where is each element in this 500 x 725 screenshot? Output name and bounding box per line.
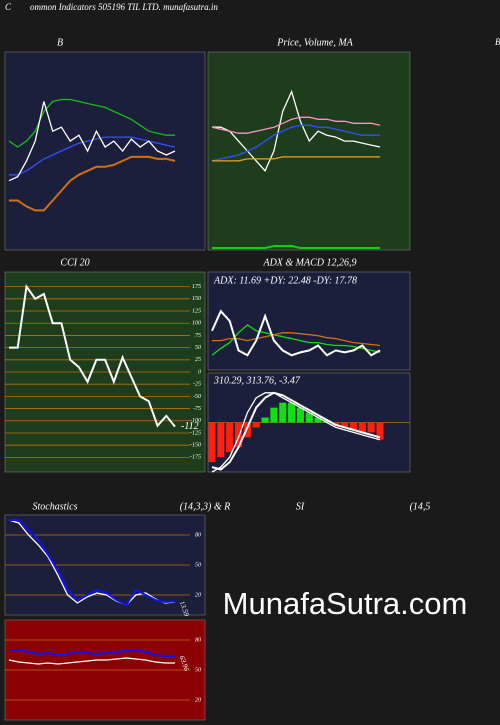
histogram-bar xyxy=(332,422,340,425)
histogram-bar xyxy=(367,422,375,433)
histogram-bar xyxy=(243,422,251,438)
series-line xyxy=(211,309,381,357)
series-line xyxy=(8,98,175,148)
edge-label: C xyxy=(5,2,12,12)
chart-title: SI xyxy=(296,501,305,512)
chart-subtitle: ADX: 11.69 +DY: 22.48 -DY: 17.78 xyxy=(213,275,357,286)
y-tick-label: 100 xyxy=(192,321,201,327)
series-line xyxy=(211,324,381,356)
histogram-bar xyxy=(288,402,296,423)
chart-subtitle: 310.29, 313.76, -3.47 xyxy=(213,375,301,386)
histogram-bar xyxy=(376,422,384,440)
y-tick-label: 50 xyxy=(195,667,201,673)
series-line xyxy=(212,332,381,347)
chart-title: CCI 20 xyxy=(60,257,89,268)
y-tick-label: -100 xyxy=(190,418,201,424)
chart-title: ADX & MACD 12,26,9 xyxy=(262,257,356,268)
y-tick-label: 20 xyxy=(195,697,201,703)
y-tick-label: 150 xyxy=(192,296,201,302)
series-line xyxy=(9,155,176,212)
y-tick-label: 80 xyxy=(195,532,201,538)
series-line xyxy=(212,89,381,172)
series-line xyxy=(212,245,380,249)
y-tick-label: 25 xyxy=(195,357,201,363)
histogram-bar xyxy=(314,417,322,423)
chart-title: Stochastics xyxy=(33,501,78,512)
histogram-bar xyxy=(296,407,304,423)
y-tick-label: -50 xyxy=(193,394,201,400)
y-tick-label: -25 xyxy=(193,382,201,388)
series-line xyxy=(9,519,176,607)
panel xyxy=(4,51,206,251)
histogram-bar xyxy=(261,417,269,423)
series-line xyxy=(9,648,175,657)
y-tick-label: -75 xyxy=(193,406,201,412)
histogram-bar xyxy=(341,422,349,428)
y-tick-label: 50 xyxy=(195,345,201,351)
y-tick-label: 0 xyxy=(198,369,201,375)
chart-title: B xyxy=(57,37,63,48)
y-tick-label: 75 xyxy=(195,333,201,339)
chart-title: Price, Volume, MA xyxy=(276,37,353,48)
series-line xyxy=(211,391,381,471)
y-tick-label: 125 xyxy=(192,308,201,314)
histogram-bar xyxy=(270,407,278,423)
series-line xyxy=(9,283,176,428)
series-line xyxy=(8,657,175,665)
y-tick-label: -175 xyxy=(190,455,201,461)
y-tick-label: 20 xyxy=(195,592,201,598)
edge-label: B xyxy=(495,37,500,47)
series-line xyxy=(211,392,381,473)
y-tick-label: 80 xyxy=(195,637,201,643)
panel xyxy=(207,271,411,371)
histogram-bar xyxy=(208,422,216,463)
series-line xyxy=(8,101,176,182)
y-tick-label: 50 xyxy=(195,562,201,568)
series-line xyxy=(211,116,381,134)
series-line xyxy=(212,156,380,162)
panel xyxy=(207,51,411,251)
series-line xyxy=(8,519,176,606)
value-label: -112 xyxy=(181,421,199,432)
histogram-bar xyxy=(217,422,225,458)
y-tick-label: -150 xyxy=(190,443,201,449)
histogram-bar xyxy=(358,422,366,433)
y-tick-label: 175 xyxy=(192,284,201,290)
watermark: MunafaSutra.com xyxy=(223,586,468,621)
histogram-bar xyxy=(252,422,260,428)
y-tick-label: -125 xyxy=(190,430,201,436)
chart-subtitle: (14,5 xyxy=(410,501,431,512)
histogram-bar xyxy=(323,420,331,423)
chart-subtitle: (14,3,3) & R xyxy=(180,501,231,512)
page-title: ommon Indicators 505196 TIL LTD. munafas… xyxy=(30,2,218,12)
histogram-bar xyxy=(305,412,313,423)
series-line xyxy=(211,124,380,162)
histogram-bar xyxy=(226,422,234,453)
histogram-bar xyxy=(349,422,358,430)
histogram-bar xyxy=(234,422,243,448)
histogram-bar xyxy=(279,402,287,423)
